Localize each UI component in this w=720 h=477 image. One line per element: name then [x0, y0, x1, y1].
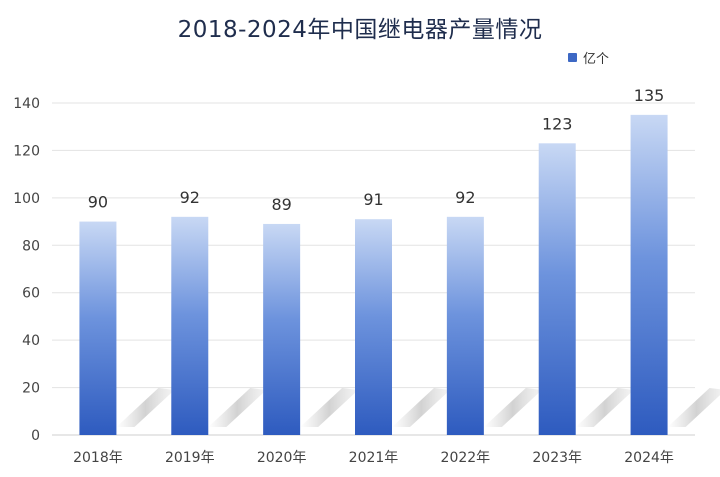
data-label: 90: [88, 193, 108, 212]
x-tick-label: 2019年: [165, 450, 215, 466]
legend-label: 亿个: [583, 52, 610, 67]
y-tick-label: 100: [13, 191, 40, 207]
bar: [355, 219, 392, 435]
x-tick-label: 2020年: [257, 450, 307, 466]
y-tick-label: 120: [13, 143, 40, 159]
data-label: 91: [363, 190, 383, 209]
bar-shadow: [575, 388, 634, 427]
y-tick-label: 140: [13, 96, 40, 112]
bar: [630, 114, 668, 435]
y-tick-label: 0: [31, 428, 40, 444]
bar: [538, 143, 576, 436]
x-tick-label: 2024年: [624, 450, 674, 466]
bar: [171, 216, 209, 435]
data-label: 135: [634, 86, 665, 105]
bar: [446, 216, 484, 435]
bar: [79, 221, 117, 435]
bar-shadow: [392, 388, 450, 427]
data-label: 92: [180, 188, 200, 207]
x-tick-label: 2018年: [73, 450, 123, 466]
y-tick-label: 40: [22, 333, 40, 349]
data-label: 92: [455, 188, 475, 207]
y-tick-label: 60: [22, 286, 40, 302]
y-tick-label: 20: [22, 381, 40, 397]
data-label: 89: [271, 195, 291, 214]
bar-shadow: [483, 388, 542, 427]
legend-swatch: [568, 53, 577, 62]
bar-shadow: [667, 388, 720, 427]
y-tick-label: 80: [22, 238, 40, 254]
data-label: 123: [542, 114, 573, 133]
x-tick-label: 2022年: [441, 450, 491, 466]
bar-shadow: [208, 388, 267, 427]
bar: [263, 223, 301, 435]
x-tick-label: 2021年: [349, 450, 399, 466]
bar-shadow: [116, 388, 175, 427]
legend: 亿个: [568, 48, 609, 67]
bar-shadow: [300, 388, 359, 427]
chart-title: 2018-2024年中国继电器产量情况: [177, 17, 543, 43]
x-tick-label: 2023年: [532, 450, 582, 466]
